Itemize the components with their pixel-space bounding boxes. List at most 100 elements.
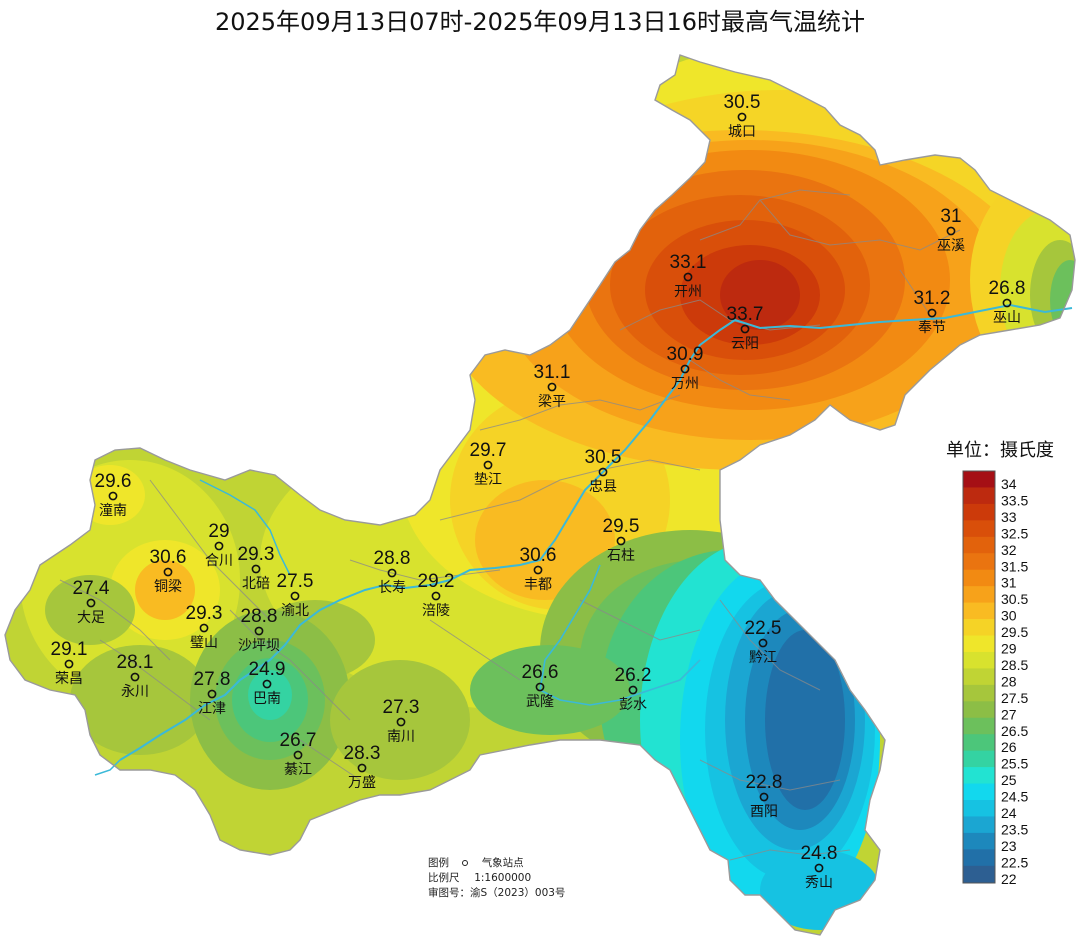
- station-name: 彭水: [619, 697, 647, 713]
- station-value: 28.8: [241, 606, 278, 627]
- station-value: 28.3: [344, 743, 381, 764]
- legend-colorbar: 3433.53332.53231.53130.53029.52928.52827…: [962, 470, 1028, 887]
- station-liangping: 31.1 梁平: [534, 362, 571, 410]
- station-jiangjin: 27.8 江津: [194, 669, 231, 717]
- legend-unit-label: 单位：摄氏度: [946, 440, 1054, 461]
- station-name: 石柱: [607, 548, 635, 564]
- legend-band: [963, 635, 995, 653]
- station-name: 丰都: [524, 577, 552, 593]
- legend-tick-label: 29.5: [1001, 624, 1028, 640]
- legend-tick-label: 25: [1001, 772, 1017, 788]
- station-marker: [533, 565, 543, 575]
- station-name: 涪陵: [422, 603, 450, 619]
- legend-tick-label: 33.5: [1001, 492, 1028, 508]
- station-name: 云阳: [731, 336, 759, 352]
- station-marker: [207, 689, 217, 699]
- approval-value: 渝S（2023）003号: [470, 887, 566, 899]
- station-value: 30.9: [667, 344, 704, 365]
- legend-tick-label: 24: [1001, 805, 1017, 821]
- legend-note: 图例 气象站点: [428, 856, 565, 871]
- legend-band: [963, 586, 995, 604]
- legend-tick-label: 30: [1001, 608, 1017, 624]
- station-value: 29: [208, 521, 229, 542]
- station-value: 29.3: [238, 544, 275, 565]
- station-fengjie: 31.2 奉节: [914, 288, 951, 336]
- station-marker: [163, 567, 173, 577]
- station-value: 33.7: [727, 304, 764, 325]
- legend-tick-label: 31.5: [1001, 558, 1028, 574]
- station-name: 酉阳: [750, 804, 778, 820]
- station-value: 24.9: [249, 659, 286, 680]
- legend-tick-label: 32.5: [1001, 525, 1028, 541]
- legend-band: [963, 651, 995, 669]
- station-banan: 24.9 巴南: [249, 659, 286, 707]
- station-marker: [680, 364, 690, 374]
- legend-tick-label: 26.5: [1001, 723, 1028, 739]
- station-name: 开州: [674, 284, 702, 300]
- station-youyang: 22.8 酉阳: [746, 772, 783, 820]
- station-shizhu: 29.5 石柱: [603, 516, 640, 564]
- scale-note: 比例尺 1:1600000: [428, 871, 565, 886]
- legend-tick-label: 22.5: [1001, 854, 1028, 870]
- legend-tick-label: 28: [1001, 673, 1017, 689]
- station-name: 忠县: [589, 479, 617, 495]
- station-name: 南川: [387, 729, 415, 745]
- map-info: 图例 气象站点 比例尺 1:1600000 审图号：渝S（2023）003号: [428, 856, 565, 901]
- station-qijiang: 26.7 綦江: [280, 730, 317, 778]
- station-marker: [214, 541, 224, 551]
- station-marker: [740, 324, 750, 334]
- station-value: 30.5: [585, 447, 622, 468]
- scale-label: 比例尺: [428, 872, 460, 884]
- legend-tick-label: 24.5: [1001, 789, 1028, 805]
- station-name: 城口: [728, 124, 756, 140]
- station-value: 22.8: [746, 772, 783, 793]
- station-pengshui: 26.2 彭水: [615, 665, 652, 713]
- district-boundaries: [59, 189, 961, 861]
- station-yubei: 27.5 渝北: [277, 571, 314, 619]
- legend-tick-label: 31: [1001, 575, 1017, 591]
- station-name: 荣昌: [55, 671, 83, 687]
- scale-value: 1:1600000: [474, 872, 532, 884]
- station-value: 28.8: [374, 548, 411, 569]
- station-marker: [262, 679, 272, 689]
- station-value: 27.5: [277, 571, 314, 592]
- station-zhongxian: 30.5 忠县: [585, 447, 622, 495]
- station-marker: [387, 568, 397, 578]
- legend-tick-label: 28.5: [1001, 657, 1028, 673]
- station-qianjiang: 22.5 黔江: [745, 618, 782, 666]
- legend-band: [963, 750, 995, 768]
- station-name: 潼南: [99, 502, 127, 519]
- station-name: 大足: [77, 610, 105, 626]
- station-nanchuan: 27.3 南川: [383, 697, 420, 745]
- station-marker: [759, 792, 769, 802]
- legend-band: [963, 471, 995, 489]
- legend-band: [963, 816, 995, 834]
- station-value: 27.8: [194, 669, 231, 690]
- legend-band: [963, 668, 995, 686]
- station-marker: [396, 717, 406, 727]
- station-value: 29.2: [418, 571, 455, 592]
- station-wanzhou: 30.9 万州: [667, 344, 704, 392]
- station-kaizhou: 33.1 开州: [670, 252, 707, 300]
- station-xiushan: 24.8 秀山: [801, 843, 838, 891]
- legend-tick-label: 27: [1001, 706, 1017, 722]
- station-yunyang: 33.7 云阳: [727, 304, 764, 352]
- station-wansheng: 28.3 万盛: [344, 743, 381, 791]
- station-value: 28.1: [117, 652, 154, 673]
- station-marker: [431, 591, 441, 601]
- station-marker: [598, 467, 608, 477]
- station-marker: [251, 564, 261, 574]
- station-fengdu: 30.6 丰都: [520, 545, 557, 593]
- legend-band: [963, 684, 995, 702]
- station-name: 渝北: [281, 603, 309, 619]
- station-value: 26.6: [522, 662, 559, 683]
- station-value: 31: [940, 206, 961, 227]
- station-tongliang: 30.6 铜梁: [150, 547, 187, 595]
- legend-tick-label: 33: [1001, 509, 1017, 525]
- approval-note: 审图号：渝S（2023）003号: [428, 886, 565, 901]
- station-value: 30.6: [150, 547, 187, 568]
- station-name: 江津: [198, 701, 226, 717]
- legend-band: [963, 553, 995, 571]
- legend-band: [963, 865, 995, 883]
- legend-tick-label: 23: [1001, 838, 1017, 854]
